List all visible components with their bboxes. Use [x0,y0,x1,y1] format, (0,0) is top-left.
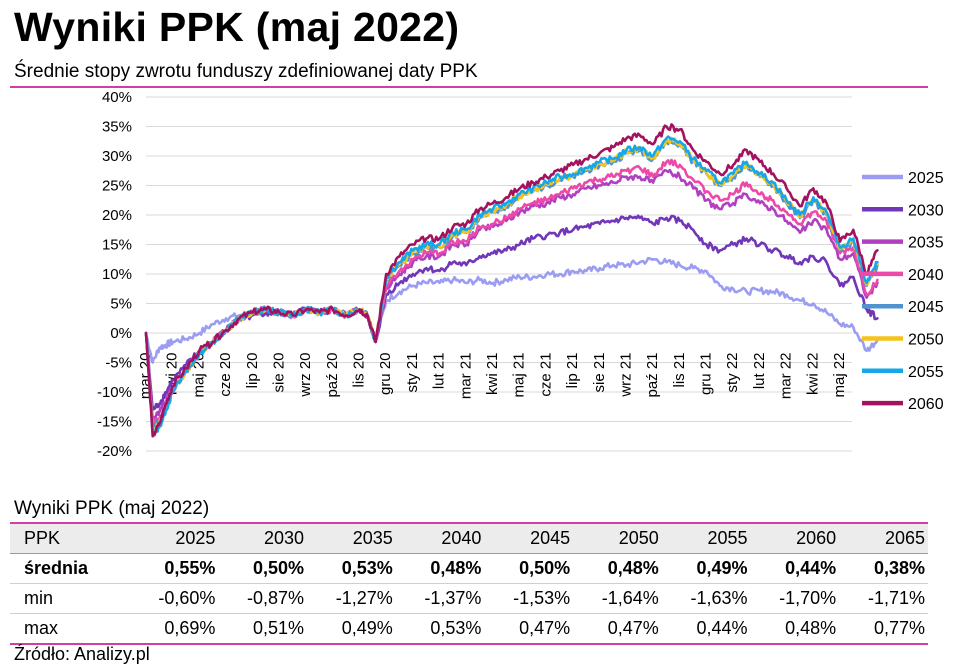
table-cell: -1,63% [690,588,748,608]
x-tick-label: wrz 20 [297,352,314,397]
legend-label-2030: 2030 [908,202,944,219]
y-tick-label: -20% [97,443,132,460]
chart-subtitle: Średnie stopy zwrotu funduszy zdefiniowa… [14,61,478,82]
table-title: Wyniki PPK (maj 2022) [14,498,210,519]
x-tick-label: lip 20 [244,352,261,388]
table-cell: 0,48% [607,558,659,578]
x-tick-label: sie 21 [591,352,608,392]
x-tick-label: maj 21 [511,352,528,397]
x-tick-label: sty 22 [724,352,741,392]
x-tick-label: sty 21 [404,352,421,392]
table-cell: 0,44% [785,558,837,578]
table-row: min -0,60% -0,87% -1,27% -1,37% -1,53% -1,64% -… [10,583,928,614]
y-tick-label: -5% [105,355,132,372]
table-row: średnia 0,55% 0,50% 0,53% 0,48% 0,50% 0,48% 0,4… [10,553,928,584]
column-header: 2065 [839,522,928,554]
table-header-row: PPK 2025 2030 2035 2040 2045 2050 2055 2060 2065 [10,522,928,554]
legend-label-2045: 2045 [908,299,944,316]
results-table: PPK 2025 2030 2035 2040 2045 2050 2055 2060 2065 … [10,522,928,645]
column-header: 2030 [218,522,308,554]
y-tick-label: 40% [102,89,132,106]
x-tick-label: wrz 21 [617,352,634,397]
column-header: 2035 [307,522,396,554]
x-tick-label: gru 20 [377,352,394,395]
y-tick-label: 25% [102,178,132,195]
x-tick-label: cze 21 [537,352,554,396]
table-cell: -1,71% [867,588,925,608]
x-tick-label: paź 21 [644,352,661,397]
table-row: max 0,69% 0,51% 0,49% 0,53% 0,47% 0,47% 0,44% 0,… [10,613,928,644]
table-cell: -1,27% [335,588,393,608]
table-cell: 0,77% [873,618,925,638]
x-tick-label: lis 20 [351,352,368,387]
table-cell: 0,44% [696,618,748,638]
y-tick-label: 20% [102,207,132,224]
column-header: 2050 [573,522,662,554]
x-tick-label: kwi 22 [804,352,821,395]
x-tick-label: lut 21 [431,352,448,389]
column-header: 2025 [129,522,219,554]
table-cell: 0,49% [696,558,748,578]
x-tick-label: lip 21 [564,352,581,388]
table-cell: 0,47% [607,618,659,638]
y-tick-label: -10% [97,384,132,401]
row-label: max [24,618,59,638]
legend-label-2060: 2060 [908,396,944,413]
table-cell: 0,50% [519,558,571,578]
source-note: Źródło: Analizy.pl [14,644,150,664]
legend-label-2055: 2055 [908,364,944,381]
x-tick-label: kwi 21 [484,352,501,395]
table-cell: 0,55% [164,558,216,578]
table-cell: -1,70% [779,588,837,608]
legend-label-2025: 2025 [908,170,944,187]
table-cell: 0,48% [785,618,837,638]
table-cell: -0,60% [158,588,216,608]
table-cell: 0,53% [430,618,482,638]
x-tick-label: mar 21 [457,352,474,399]
page-title: Wyniki PPK (maj 2022) [14,4,460,50]
legend-label-2035: 2035 [908,235,944,252]
y-tick-label: -15% [97,414,132,431]
legend-label-2040: 2040 [908,267,944,284]
y-tick-label: 5% [110,296,132,313]
y-tick-label: 15% [102,237,132,254]
x-tick-label: gru 21 [698,352,715,395]
x-tick-label: lis 21 [671,352,688,387]
y-tick-label: 0% [110,325,132,342]
table-cell: 0,69% [164,618,216,638]
column-header: 2055 [661,522,751,554]
table-cell: 0,51% [253,618,305,638]
column-header: 2060 [750,522,840,554]
table-cell: 0,47% [519,618,571,638]
row-label: min [24,588,54,608]
table-cell: 0,38% [873,558,925,578]
x-tick-label: mar 22 [778,352,795,399]
legend-label-2050: 2050 [908,332,944,349]
y-tick-label: 10% [102,266,132,283]
x-tick-label: cze 20 [217,352,234,396]
returns-line-chart: 40% 35% 30% 25% 20% 15% 10% 5% 0% -5% -10% -15% -20%… [97,89,944,460]
title-divider [10,86,928,88]
table-cell: -1,64% [601,588,659,608]
column-header: 2045 [484,522,574,554]
table-cell: 0,49% [341,618,393,638]
x-tick-label: maj 22 [831,352,848,397]
row-label: średnia [24,558,89,578]
x-tick-label: sie 20 [270,352,287,392]
column-header: 2040 [395,522,485,554]
y-tick-label: 30% [102,148,132,165]
column-header: PPK [10,522,130,554]
table-cell: -0,87% [247,588,305,608]
x-tick-label: paź 20 [324,352,341,397]
table-cell: 0,48% [430,558,482,578]
table-cell: 0,53% [341,558,393,578]
x-tick-label: lut 22 [751,352,768,389]
table-cell: -1,53% [513,588,571,608]
y-tick-label: 35% [102,119,132,136]
table-cell: -1,37% [424,588,482,608]
series-line-2060 [144,123,879,438]
table-cell: 0,50% [253,558,305,578]
